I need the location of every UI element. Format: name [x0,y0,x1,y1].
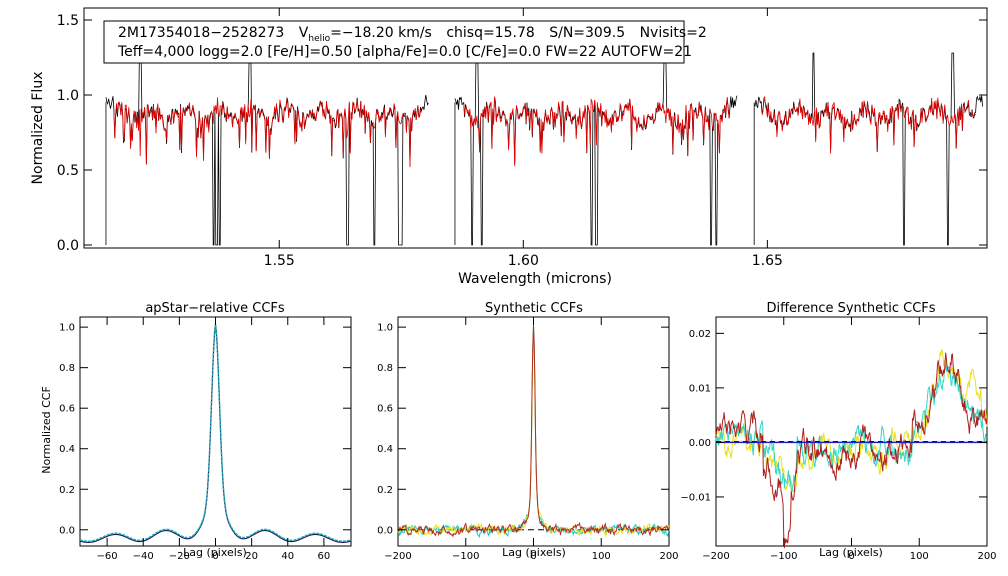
ccf-synthetic-title: Synthetic CCFs [485,301,583,316]
ccf-apstar-ylabel: Normalized CCF [40,386,53,474]
spectrum-info-line1: 2M17354018−2528273 Vhelio=−18.20 km/s ch… [118,25,707,44]
ccf-apstar-ytick-label: 0.8 [59,363,75,374]
ccf-difference-title: Difference Synthetic CCFs [766,301,935,316]
ccf-synthetic-series-1 [397,324,670,539]
ccf-apstar-ytick-label: 0.6 [59,404,75,415]
ccf-apstar-xtick-label: −20 [169,551,190,562]
ccf-synthetic-ytick-label: 0.2 [377,485,393,496]
ccf-synthetic-ytick-label: 1.0 [377,323,393,334]
observed-spectrum-chip-1 [105,52,429,246]
spectrum-ytick-label: 0.5 [57,163,79,179]
ccf-apstar-xtick-label: 0 [212,551,218,562]
ccf-apstar-title: apStar−relative CCFs [145,301,285,316]
ccf-difference-series-1 [715,348,988,492]
spectrum-xtick-label: 1.55 [264,253,295,269]
ccf-difference-series-2 [715,364,988,493]
ccf-synthetic-lines [397,324,670,539]
ccf-difference-ticks: −200 −100 0 100 200 −0.01 0.00 0.01 0.02 [680,317,997,562]
ccf-difference-ytick-label: −0.01 [680,492,711,503]
ccf-synthetic-xtick-label: −100 [452,551,479,562]
vhelio-prefix: V [299,25,309,41]
ccf-apstar-xtick-label: −60 [97,551,118,562]
ccf-difference-xtick-label: −200 [702,551,729,562]
ccf-apstar-lines [79,323,352,543]
ccf-apstar-xtick-label: 40 [281,551,294,562]
observed-spectrum-chip-2 [454,52,738,246]
ccf-apstar-xtick-label: 60 [318,551,331,562]
spectrum-panel: 1.55 1.60 1.65 0.0 0.5 1.0 1.5 2M17354018−2528… [30,7,988,287]
ccf-difference-series-3 [715,352,988,549]
ccf-apstar-xtick-label: −40 [133,551,154,562]
ccf-difference-xlabel: Lag (pixels) [819,546,883,559]
model-spectrum-chip-3 [761,95,976,154]
spectrum-ticks: 1.55 1.60 1.65 0.0 0.5 1.0 1.5 [57,8,987,269]
ccf-apstar-ytick-label: 0.4 [59,444,75,455]
ccf-synthetic-xtick-label: −200 [384,551,411,562]
ccf-apstar-ticks: −60 −40 −20 0 20 40 60 0.0 0.2 0.4 0.6 0.8 1.0 [59,317,351,562]
ccf-apstar-xlabel: Lag (pixels) [183,546,247,559]
ccf-apstar-panel: apStar−relative CCFs −60 −40 −20 0 20 40 60 0.0… [40,301,352,562]
ccf-difference-ytick-label: 0.02 [689,329,711,340]
model-spectrum-chip-1 [113,97,422,168]
ccf-apstar-frame [79,316,352,547]
spectrum-xtick-label: 1.60 [508,253,539,269]
ccf-synthetic-frame [397,316,670,547]
ccf-synthetic-xtick-label: 100 [592,551,611,562]
ccf-synthetic-ytick-label: 0.0 [377,525,393,536]
vhelio-value: =−18.20 km/s [330,25,432,41]
ccf-apstar-ytick-label: 0.2 [59,485,75,496]
ccf-synthetic-ytick-label: 0.6 [377,404,393,415]
spectrum-xlabel: Wavelength (microns) [458,271,612,287]
ccf-synthetic-xlabel: Lag (pixels) [502,546,566,559]
observed-spectrum-chip-3 [753,52,983,246]
spectrum-frame [83,7,988,249]
ccf-synthetic-series-3 [397,325,670,538]
spectrum-ytick-label: 1.0 [57,88,79,104]
spectrum-info-box [103,20,685,64]
ccf-synthetic-ticks: −200 −100 0 100 200 0.0 0.2 0.4 0.6 0.8 1.0 [377,317,679,562]
ccf-synthetic-ytick-label: 0.8 [377,363,393,374]
spectrum-xtick-label: 1.65 [752,253,783,269]
stellar-params-line: Teff=4,000 logg=2.0 [Fe/H]=0.50 [alpha/F… [117,44,692,60]
snr-value: S/N=309.5 [549,25,625,41]
ccf-difference-xtick-label: −100 [770,551,797,562]
spectrum-ytick-label: 0.0 [57,238,79,254]
ccf-synthetic-xtick-label: 200 [659,551,678,562]
ccf-difference-panel: Difference Synthetic CCFs −200 −100 0 100 20… [680,301,996,562]
chisq-value: chisq=15.78 [446,25,534,41]
spectrum-ylabel: Normalized Flux [30,72,46,185]
ccf-synthetic-xtick-label: 0 [530,551,536,562]
ccf-apstar-ytick-label: 0.0 [59,525,75,536]
object-id: 2M17354018−2528273 [118,25,284,41]
ccf-difference-xtick-label: 100 [910,551,929,562]
model-spectrum-chip-2 [462,96,730,167]
spectrum-ytick-label: 1.5 [57,13,79,29]
vhelio-subscript: helio [308,34,330,44]
ccf-apstar-xtick-label: 20 [245,551,258,562]
nvisits-value: Nvisits=2 [640,25,707,41]
ccf-synthetic-panel: Synthetic CCFs −200 −100 0 100 200 0.0 0.2 0.4 0… [377,301,678,562]
ccf-apstar-series-1 [79,325,352,543]
ccf-apstar-series-2 [79,323,352,542]
ccf-synthetic-series-2 [397,329,670,538]
ccf-apstar-ytick-label: 1.0 [59,323,75,334]
ccf-difference-ytick-label: 0.00 [689,438,711,449]
ccf-synthetic-ytick-label: 0.4 [377,444,393,455]
ccf-difference-xtick-label: 0 [848,551,854,562]
ccf-difference-ytick-label: 0.01 [689,383,711,394]
ccf-difference-lines [715,348,988,549]
spectrum-lines [105,52,983,246]
ccf-difference-xtick-label: 200 [977,551,996,562]
